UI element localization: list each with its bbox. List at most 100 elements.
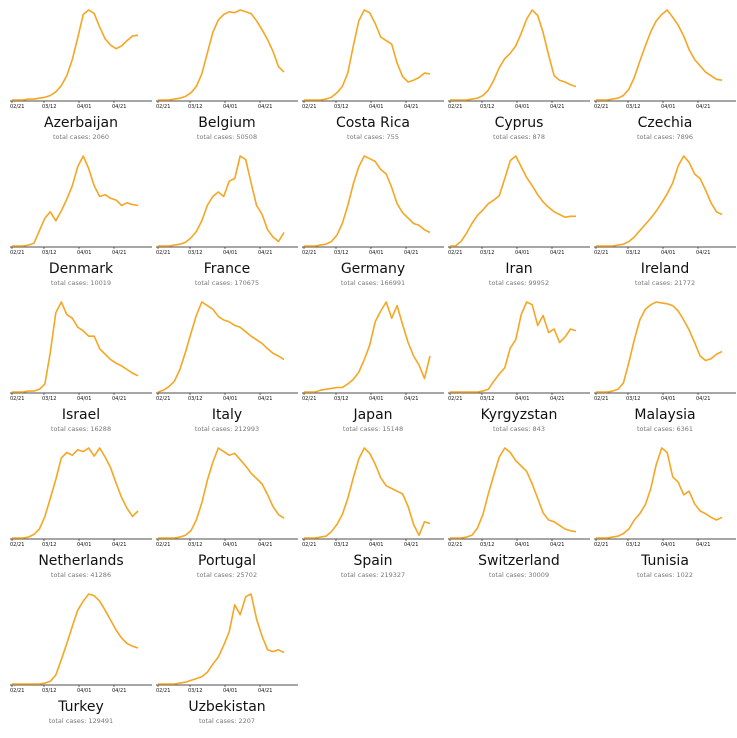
x-tick-label: 02/21 <box>156 688 170 694</box>
series-line <box>304 155 431 247</box>
x-tick-label: 04/01 <box>77 688 91 694</box>
total-cases-label: total cases: 2207 <box>198 717 256 725</box>
x-tick-label: 03/12 <box>188 250 202 256</box>
x-tick-label: 03/12 <box>188 542 202 548</box>
chart-panel: 02/21 03/12 04/01 04/21 Tunisia total cases: … <box>594 446 736 588</box>
line-chart: 02/21 03/12 04/01 04/21 <box>448 9 590 110</box>
x-tick-label: 04/21 <box>258 104 272 110</box>
x-tick-label: 04/21 <box>404 250 418 256</box>
chart-panel: 02/21 03/12 04/01 04/21 Iran total cases: 999… <box>448 154 590 296</box>
x-tick-label: 04/21 <box>696 396 710 402</box>
x-tick-label: 02/21 <box>10 396 24 402</box>
x-tick-label: 04/21 <box>404 396 418 402</box>
total-cases-label: total cases: 30009 <box>488 571 550 579</box>
x-tick-label: 04/21 <box>404 542 418 548</box>
chart-panel: 02/21 03/12 04/01 04/21 Portugal total cases:… <box>156 446 298 588</box>
chart-panel: 02/21 03/12 04/01 04/21 Spain total cases: 21… <box>302 446 444 588</box>
x-tick-label: 02/21 <box>302 396 316 402</box>
series-line <box>450 301 577 393</box>
series-line <box>450 9 577 101</box>
series-line <box>12 155 139 247</box>
line-chart: 02/21 03/12 04/01 04/21 <box>594 9 736 110</box>
x-tick-label: 02/21 <box>156 542 170 548</box>
line-chart: 02/21 03/12 04/01 04/21 <box>448 447 590 548</box>
chart-panel: 02/21 03/12 04/01 04/21 Costa Rica total case… <box>302 8 444 150</box>
x-tick-label: 04/01 <box>77 250 91 256</box>
series-line <box>158 593 285 685</box>
x-tick-label: 02/21 <box>448 104 462 110</box>
chart-panel: 02/21 03/12 04/01 04/21 Turkey total cases: 1… <box>10 592 152 734</box>
country-label: France <box>203 261 251 277</box>
country-label: Czechia <box>637 115 693 131</box>
x-tick-label: 02/21 <box>302 104 316 110</box>
line-chart: 02/21 03/12 04/01 04/21 <box>448 155 590 256</box>
total-cases-label: total cases: 843 <box>493 425 545 433</box>
x-tick-label: 04/21 <box>696 250 710 256</box>
x-tick-label: 03/12 <box>42 104 56 110</box>
total-cases-label: total cases: 1022 <box>636 571 694 579</box>
total-cases-label: total cases: 50508 <box>196 133 258 141</box>
total-cases-label: total cases: 15148 <box>342 425 404 433</box>
chart-panel: 02/21 03/12 04/01 04/21 France total cases: 1… <box>156 154 298 296</box>
total-cases-label: total cases: 878 <box>493 133 545 141</box>
line-chart: 02/21 03/12 04/01 04/21 <box>10 155 152 256</box>
chart-panel: 02/21 03/12 04/01 04/21 Belgium total cases: … <box>156 8 298 150</box>
x-tick-label: 04/21 <box>112 688 126 694</box>
line-chart: 02/21 03/12 04/01 04/21 <box>10 9 152 110</box>
x-tick-label: 02/21 <box>156 250 170 256</box>
country-label: Italy <box>211 407 243 423</box>
x-tick-label: 03/12 <box>188 104 202 110</box>
line-chart: 02/21 03/12 04/01 04/21 <box>302 9 444 110</box>
x-tick-label: 04/01 <box>223 688 237 694</box>
chart-panel: 02/21 03/12 04/01 04/21 Denmark total cases: … <box>10 154 152 296</box>
line-chart: 02/21 03/12 04/01 04/21 <box>302 155 444 256</box>
x-tick-label: 03/12 <box>334 542 348 548</box>
x-tick-label: 04/01 <box>223 542 237 548</box>
x-tick-label: 04/21 <box>258 542 272 548</box>
line-chart: 02/21 03/12 04/01 04/21 <box>156 447 298 548</box>
x-tick-label: 03/12 <box>480 396 494 402</box>
line-chart: 02/21 03/12 04/01 04/21 <box>10 447 152 548</box>
country-label: Kyrgyzstan <box>480 407 558 423</box>
line-chart: 02/21 03/12 04/01 04/21 <box>10 593 152 694</box>
x-tick-label: 03/12 <box>334 250 348 256</box>
country-label: Spain <box>353 553 393 569</box>
country-label: Germany <box>340 261 406 277</box>
series-line <box>12 9 139 101</box>
x-tick-label: 02/21 <box>10 104 24 110</box>
x-tick-label: 04/21 <box>550 542 564 548</box>
country-label: Uzbekistan <box>188 699 266 715</box>
x-tick-label: 04/21 <box>258 396 272 402</box>
x-tick-label: 04/01 <box>223 396 237 402</box>
x-tick-label: 03/12 <box>334 104 348 110</box>
x-tick-label: 04/01 <box>369 396 383 402</box>
x-tick-label: 04/01 <box>77 104 91 110</box>
x-tick-label: 03/12 <box>42 250 56 256</box>
series-line <box>158 155 285 247</box>
total-cases-label: total cases: 129491 <box>48 717 114 725</box>
total-cases-label: total cases: 16288 <box>50 425 112 433</box>
chart-panel: 02/21 03/12 04/01 04/21 Czechia total cases: … <box>594 8 736 150</box>
x-tick-label: 04/21 <box>550 250 564 256</box>
line-chart: 02/21 03/12 04/01 04/21 <box>156 9 298 110</box>
line-chart: 02/21 03/12 04/01 04/21 <box>594 301 736 402</box>
line-chart: 02/21 03/12 04/01 04/21 <box>156 301 298 402</box>
line-chart: 02/21 03/12 04/01 04/21 <box>594 155 736 256</box>
x-tick-label: 04/01 <box>223 250 237 256</box>
series-line <box>596 9 723 101</box>
line-chart: 02/21 03/12 04/01 04/21 <box>594 447 736 548</box>
x-tick-label: 03/12 <box>480 250 494 256</box>
x-tick-label: 04/21 <box>696 104 710 110</box>
x-tick-label: 04/01 <box>77 542 91 548</box>
x-tick-label: 04/01 <box>369 104 383 110</box>
chart-panel: 02/21 03/12 04/01 04/21 Azerbaijan total case… <box>10 8 152 150</box>
x-tick-label: 02/21 <box>156 396 170 402</box>
total-cases-label: total cases: 41286 <box>50 571 112 579</box>
series-line <box>304 9 431 101</box>
x-tick-label: 04/01 <box>369 542 383 548</box>
x-tick-label: 03/12 <box>626 104 640 110</box>
total-cases-label: total cases: 7896 <box>636 133 694 141</box>
series-line <box>450 155 576 247</box>
series-line <box>12 593 139 685</box>
chart-panel: 02/21 03/12 04/01 04/21 Cyprus total cases: 8… <box>448 8 590 150</box>
